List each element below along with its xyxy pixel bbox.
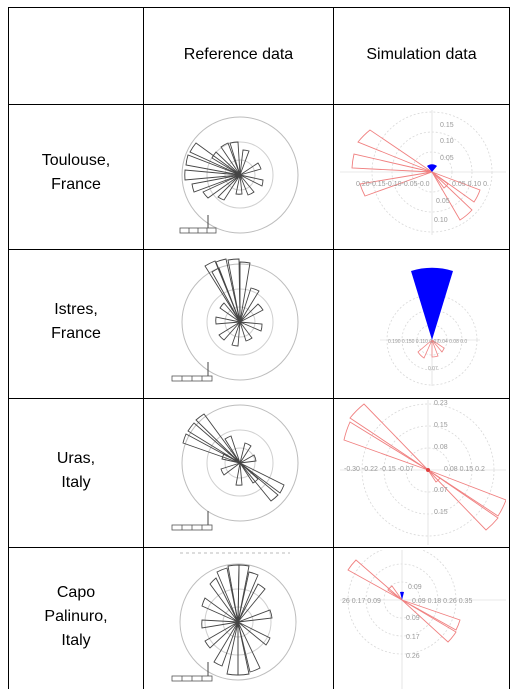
sim-tick-label: 0.05 0.10 0. (452, 181, 489, 188)
header-simulation-data: Simulation data (366, 46, 477, 63)
simulation-windrose-istres: 0.190 0.150 0.110 0.07 0.04 0.08 0.0 0.0… (380, 267, 480, 386)
simulation-windrose-capo-palinuro: 0.09 26 0.17 0.09 0.09 0.18 0.26 0.35 0.… (340, 550, 506, 689)
table-border-top (8, 7, 510, 8)
row-label-istres: Istres, France (9, 298, 143, 346)
simulation-windrose-toulouse: 0.15 0.10 0.05 0.20-0.15-0.10-0.05-0.0 0… (340, 110, 506, 235)
reference-windrose-uras (171, 404, 299, 531)
sim-tick-label: 0.05 (436, 198, 450, 205)
row-label-uras: Uras, Italy (9, 447, 143, 495)
row-label-toulouse: Toulouse, France (9, 149, 143, 197)
sim-tick-label: 0.26 (406, 653, 420, 660)
row-label-line: Italy (61, 474, 91, 491)
table-divider-row2 (8, 398, 510, 399)
sim-tick-label: 26 0.17 0.09 (342, 598, 381, 605)
sim-tick-label: 0.09 (408, 584, 422, 591)
reference-windrose-capo-palinuro (171, 552, 297, 682)
sim-tick-label: 0.17 (406, 634, 420, 641)
row-label-line: Istres, (54, 301, 98, 318)
row-label-line: Toulouse, (41, 152, 111, 169)
reference-windrose-toulouse (179, 116, 299, 234)
row-label-line: Capo (56, 584, 96, 601)
row-label-line: Italy (61, 632, 91, 649)
sim-tick-label: 0.190 0.150 0.110 0.07 (388, 339, 439, 345)
sim-tick-label: 0.08 (434, 444, 448, 451)
sim-tick-label: 0.20-0.15-0.10-0.05-0.0 (356, 181, 430, 188)
table-divider-row3 (8, 547, 510, 548)
sim-tick-label: -0.30 -0.22 -0.15 -0.07 (344, 466, 414, 473)
sim-tick-label: 0.23 (434, 400, 448, 407)
row-label-line: France (51, 325, 101, 342)
sim-tick-label: 0.15 (434, 422, 448, 429)
row-label-line: France (51, 176, 101, 193)
sim-tick-label: 0.10 (440, 138, 454, 145)
table-border-left (8, 7, 9, 689)
sim-tick-label: 0.10 (434, 217, 448, 224)
simulation-windrose-uras: 0.23 0.15 0.08 -0.30 -0.22 -0.15 -0.07 0… (340, 400, 506, 545)
header-reference-data: Reference data (183, 46, 294, 63)
table-divider-header (8, 104, 510, 105)
sim-tick-label: 0.07 (434, 487, 448, 494)
table-divider-col2 (333, 7, 334, 689)
row-label-line: Uras, (56, 450, 96, 467)
sim-tick-label: 0.15 (434, 509, 448, 516)
reference-windrose-istres (171, 258, 299, 382)
sim-tick-label: 0.05 (440, 155, 454, 162)
row-label-capo-palinuro: Capo Palinuro, Italy (9, 581, 143, 653)
table-divider-row1 (8, 249, 510, 250)
table-divider-col1 (143, 7, 144, 689)
sim-tick-label: 0.15 (440, 122, 454, 129)
sim-tick-label: 0.08 0.15 0.2 (444, 466, 485, 473)
sim-tick-label: 0.09 0.18 0.26 0.35 (412, 598, 472, 605)
row-label-line: Palinuro, (44, 608, 108, 625)
sim-tick-label: 0.07 (428, 366, 438, 372)
table-border-right (509, 7, 510, 689)
sim-tick-label: 0.04 0.08 0.0 (438, 339, 467, 345)
sim-tick-label: 0.09 (406, 615, 420, 622)
